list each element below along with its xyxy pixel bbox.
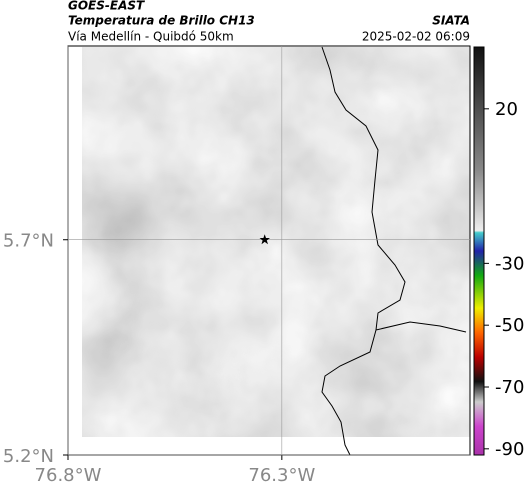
colorbar-tick-label: -30 xyxy=(495,253,524,274)
colorbar-tick-label: -70 xyxy=(495,377,524,398)
x-tick-label: 76.8°W xyxy=(35,465,102,486)
location-marker xyxy=(259,234,270,245)
timestamp: 2025-02-02 06:09 xyxy=(362,30,470,44)
colorbar-tick-label: -90 xyxy=(495,439,524,460)
source: GOES-EAST xyxy=(68,0,145,13)
y-tick-label: 5.7°N xyxy=(3,231,54,252)
satellite-image xyxy=(82,47,470,437)
credit: SIATA xyxy=(432,14,470,28)
subtitle: Vía Medellín - Quibdó 50km xyxy=(68,30,234,44)
x-tick-label: 76.3°W xyxy=(248,465,315,486)
y-tick-label: 5.2°N xyxy=(3,446,54,467)
colorbar-tick-label: -50 xyxy=(495,315,524,336)
colorbar xyxy=(473,46,485,456)
colorbar-tick-label: 20 xyxy=(495,99,518,120)
border-line xyxy=(321,46,467,456)
title: Temperatura de Brillo CH13 xyxy=(68,14,255,28)
